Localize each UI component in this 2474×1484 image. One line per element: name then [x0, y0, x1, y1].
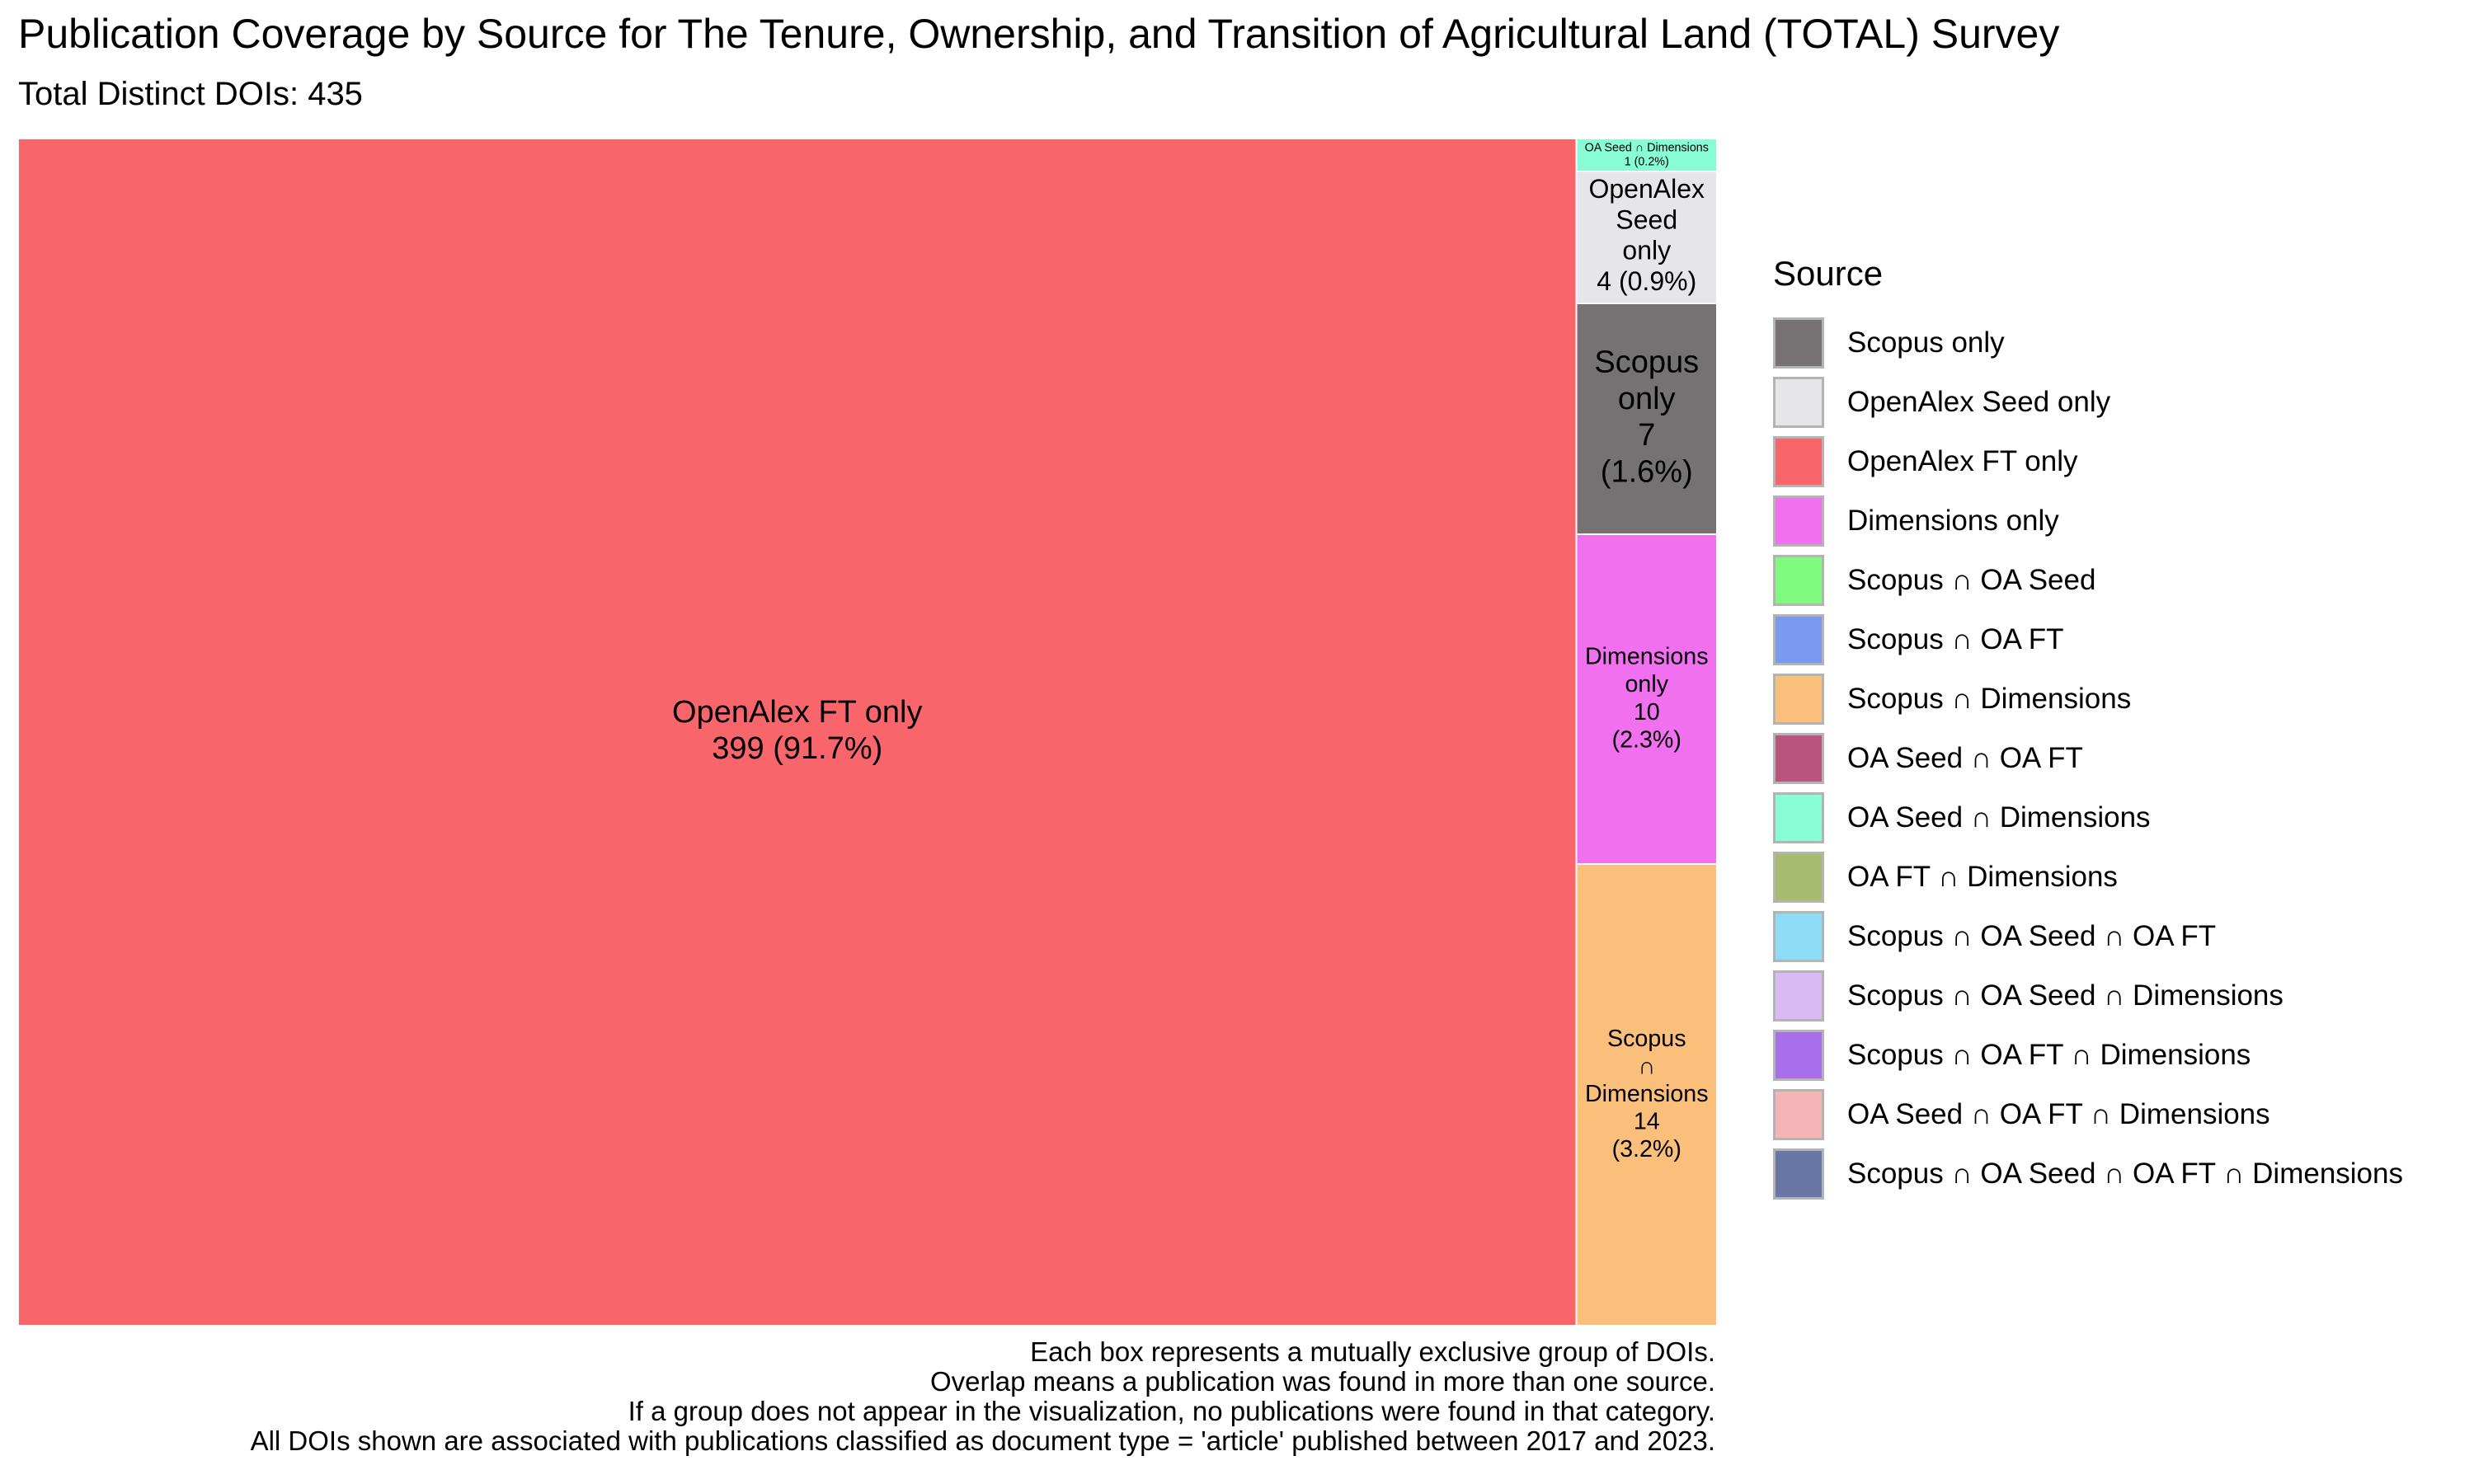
treemap-label-line: only	[1618, 382, 1676, 416]
treemap-tile	[17, 138, 1578, 1327]
treemap-label: Scopus only 7 (1.6%)	[1594, 345, 1699, 489]
legend-item: OA Seed ∩ OA FT ∩ Dimensions	[1773, 1085, 2403, 1144]
treemap-tile	[1575, 533, 1718, 865]
legend-item: OpenAlex Seed only	[1773, 373, 2403, 432]
legend-item: OpenAlex FT only	[1773, 432, 2403, 491]
treemap-label-line: Dimensions	[1585, 1081, 1709, 1107]
legend-item: Scopus ∩ OA Seed ∩ OA FT	[1773, 907, 2403, 966]
treemap-label-line: Seed	[1616, 205, 1677, 235]
legend-item: Scopus ∩ OA Seed ∩ Dimensions	[1773, 966, 2403, 1026]
caption-line: Each box represents a mutually exclusive…	[1030, 1336, 1715, 1367]
treemap-label-line: OA Seed ∩ Dimensions	[1585, 141, 1709, 154]
legend-item: Dimensions only	[1773, 491, 2403, 551]
legend-swatch	[1773, 911, 1824, 962]
treemap-label-line: 399 (91.7%)	[712, 731, 882, 766]
treemap-label: Dimensions only 10 (2.3%)	[1585, 643, 1709, 753]
legend-swatch	[1773, 1030, 1824, 1081]
treemap-label: OA Seed ∩ Dimensions 1 (0.2%)	[1585, 141, 1709, 168]
treemap-label-line: 4 (0.9%)	[1597, 267, 1696, 297]
legend-swatch	[1773, 614, 1824, 665]
legend: Scopus only OpenAlex Seed only OpenAlex FT…	[1773, 313, 2403, 1204]
treemap-label-line: (1.6%)	[1601, 455, 1693, 490]
caption-line: If a group does not appear in the visual…	[628, 1396, 1715, 1426]
legend-label: OA Seed ∩ OA FT ∩ Dimensions	[1847, 1098, 2270, 1130]
legend-item: Scopus ∩ OA FT ∩ Dimensions	[1773, 1026, 2403, 1085]
treemap-tile	[1575, 171, 1718, 304]
caption-line: Overlap means a publication was found in…	[929, 1366, 1715, 1397]
legend-item: Scopus ∩ Dimensions	[1773, 669, 2403, 729]
legend-label: OA Seed ∩ Dimensions	[1847, 801, 2151, 834]
legend-label: Scopus ∩ OA Seed ∩ OA FT	[1847, 920, 2217, 952]
legend-swatch	[1773, 1089, 1824, 1140]
legend-item: OA Seed ∩ Dimensions	[1773, 788, 2403, 848]
legend-swatch	[1773, 733, 1824, 784]
treemap-label: OpenAlex Seed only 4 (0.9%)	[1588, 174, 1705, 296]
legend-swatch	[1773, 970, 1824, 1021]
legend-item: Scopus ∩ OA Seed	[1773, 551, 2403, 610]
legend-item: OA FT ∩ Dimensions	[1773, 848, 2403, 907]
treemap-label-line: only	[1625, 671, 1668, 697]
legend-item: Scopus only	[1773, 313, 2403, 373]
treemap-label-line: 10	[1634, 698, 1660, 725]
legend-label: Dimensions only	[1847, 505, 2059, 537]
treemap-label-line: OpenAlex FT only	[672, 695, 922, 730]
treemap-label-line: Scopus	[1594, 345, 1699, 379]
legend-item: Scopus ∩ OA Seed ∩ OA FT ∩ Dimensions	[1773, 1144, 2403, 1204]
treemap-label-line: 7	[1638, 418, 1655, 453]
legend-label: OA FT ∩ Dimensions	[1847, 861, 2118, 893]
legend-label: Scopus ∩ OA Seed ∩ Dimensions	[1847, 979, 2284, 1012]
legend-label: Scopus only	[1847, 326, 2005, 359]
legend-label: OpenAlex FT only	[1847, 445, 2078, 477]
treemap-label: OpenAlex FT only 399 (91.7%)	[672, 695, 922, 766]
legend-label: OA Seed ∩ OA FT	[1847, 742, 2083, 774]
legend-swatch	[1773, 1148, 1824, 1200]
treemap-label-line: only	[1622, 236, 1671, 265]
treemap-label-line: 14	[1634, 1108, 1660, 1134]
legend-label: Scopus ∩ OA FT ∩ Dimensions	[1847, 1039, 2251, 1071]
legend-title: Source	[1773, 254, 1884, 293]
legend-label: Scopus ∩ OA Seed ∩ OA FT ∩ Dimensions	[1847, 1158, 2403, 1190]
legend-swatch	[1773, 436, 1824, 487]
legend-swatch	[1773, 674, 1824, 725]
treemap-label: Scopus ∩ Dimensions 14 (3.2%)	[1585, 1026, 1709, 1162]
treemap-label-line: (3.2%)	[1612, 1136, 1681, 1162]
treemap-label-line: ∩	[1638, 1053, 1655, 1079]
treemap-tile	[1575, 138, 1718, 172]
legend-swatch	[1773, 317, 1824, 369]
treemap-label-line: (2.3%)	[1612, 726, 1681, 753]
treemap-label-line: OpenAlex	[1588, 174, 1705, 204]
legend-label: Scopus ∩ OA FT	[1847, 623, 2064, 655]
treemap-tile	[1575, 863, 1718, 1327]
treemap-label-line: Scopus	[1607, 1026, 1686, 1052]
treemap-label-line: 1 (0.2%)	[1625, 155, 1669, 168]
legend-swatch	[1773, 852, 1824, 903]
caption: Each box represents a mutually exclusive…	[251, 1337, 1715, 1456]
legend-item: OA Seed ∩ OA FT	[1773, 729, 2403, 788]
legend-label: Scopus ∩ Dimensions	[1847, 683, 2132, 715]
legend-label: Scopus ∩ OA Seed	[1847, 564, 2096, 596]
legend-swatch	[1773, 792, 1824, 843]
caption-line: All DOIs shown are associated with publi…	[250, 1425, 1715, 1456]
chart-title: Publication Coverage by Source for The T…	[18, 11, 2060, 57]
legend-swatch	[1773, 555, 1824, 606]
legend-swatch	[1773, 377, 1824, 428]
treemap-label-line: Dimensions	[1585, 643, 1709, 669]
legend-item: Scopus ∩ OA FT	[1773, 610, 2403, 669]
chart-subtitle: Total Distinct DOIs: 435	[18, 76, 363, 112]
treemap-tile	[1575, 303, 1718, 535]
legend-label: OpenAlex Seed only	[1847, 386, 2111, 418]
legend-swatch	[1773, 495, 1824, 547]
